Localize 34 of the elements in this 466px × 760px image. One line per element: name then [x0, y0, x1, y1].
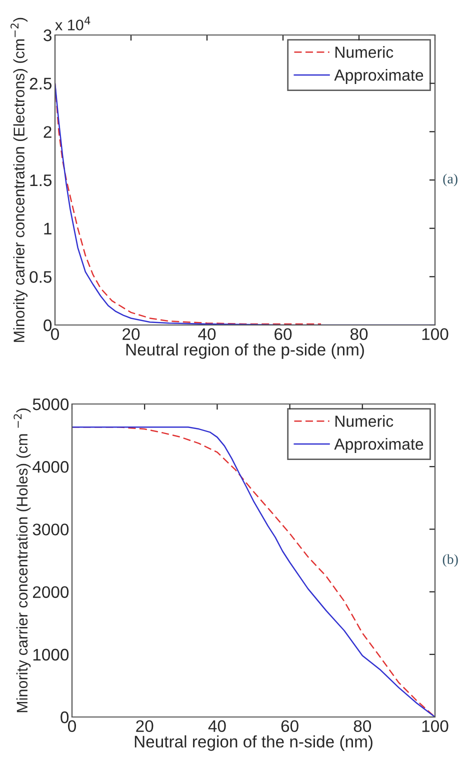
- x-tick-label: 40: [208, 720, 226, 732]
- text: (b): [442, 554, 458, 567]
- y-tick-label: 0.5: [30, 271, 52, 283]
- y-tick-label: 0: [60, 711, 69, 724]
- legend-label: Numeric: [335, 415, 394, 427]
- x-tick-label: 100: [422, 328, 448, 340]
- x-tick-label: 40: [198, 328, 216, 340]
- text: (a): [443, 174, 458, 186]
- x-tick-label: 20: [136, 720, 154, 732]
- y-axis-title: Minority carrier concentration (Holes) (cm $^{−2}$): [14, 408, 31, 712]
- x-tick-label: 80: [350, 328, 368, 340]
- y-tick-label: 0: [44, 319, 52, 332]
- legend-label: Approximate: [334, 438, 424, 453]
- y-tick-label: 3000: [32, 524, 69, 536]
- text: x 10$^{4}$: [55, 16, 90, 30]
- y-tick-label: 1: [44, 222, 52, 234]
- legend-label: Numeric: [335, 46, 394, 58]
- x-axis-title: Neutral region of the p-side (nm): [126, 343, 364, 359]
- y-tick-label: 2.5: [30, 78, 52, 90]
- x-tick-label: 60: [281, 720, 298, 732]
- y-tick-label: 3: [44, 29, 52, 42]
- y-tick-label: 1.5: [30, 174, 52, 186]
- y-axis-title: Minority carrier concentration (Electrons) (cm$^{−2}$): [10, 18, 28, 342]
- y-tick-label: 4000: [32, 461, 69, 473]
- legend-label: Approximate: [334, 69, 424, 84]
- x-tick-label: 80: [354, 720, 372, 732]
- x-tick-label: 100: [422, 720, 448, 732]
- y-tick-label: 2: [44, 126, 52, 138]
- y-tick-label: 2000: [32, 586, 69, 598]
- x-tick-label: 60: [274, 328, 292, 340]
- x-axis-title: Neutral region of the n-side (nm): [134, 735, 372, 751]
- y-tick-label: 1000: [33, 648, 69, 661]
- y-tick-label: 5000: [32, 398, 69, 410]
- x-tick-label: 20: [122, 328, 140, 340]
